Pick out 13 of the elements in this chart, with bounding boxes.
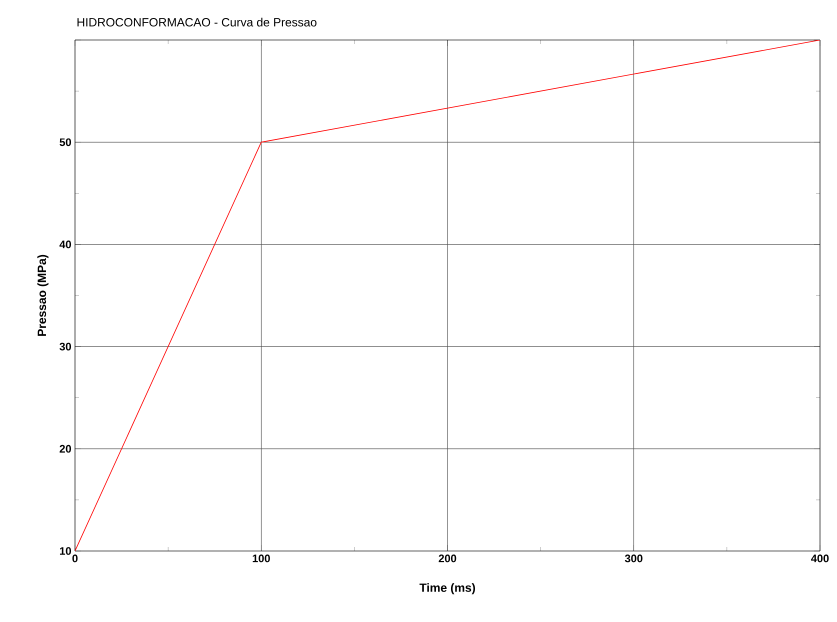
y-tick-label: 30 bbox=[60, 342, 72, 350]
chart-title: HIDROCONFORMACAO - Curva de Pressao bbox=[78, 18, 316, 26]
x-tick-label: 0 bbox=[72, 554, 78, 562]
x-tick-label: 400 bbox=[811, 554, 829, 562]
y-tick-label: 20 bbox=[60, 444, 72, 453]
y-axis-title: Pressao (MPa) bbox=[37, 254, 48, 336]
y-tick-label: 40 bbox=[59, 240, 72, 248]
y-tick-label: 10 bbox=[60, 547, 72, 555]
y-tick-label: 50 bbox=[60, 138, 72, 146]
x-axis-title: Time (ms) bbox=[420, 583, 476, 594]
x-tick-label: 300 bbox=[624, 554, 642, 562]
x-tick-label: 200 bbox=[438, 554, 456, 562]
x-tick-label: 100 bbox=[252, 554, 270, 562]
